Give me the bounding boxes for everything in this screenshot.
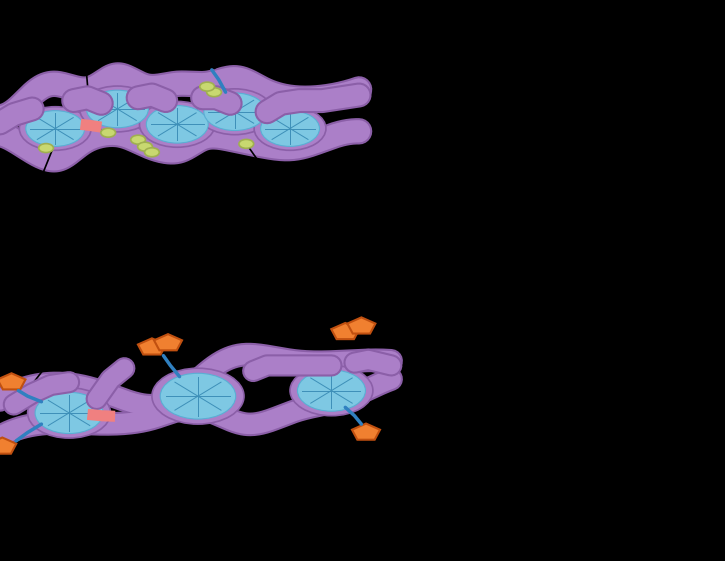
Ellipse shape [204, 93, 266, 131]
Ellipse shape [197, 89, 273, 135]
Circle shape [101, 128, 115, 137]
Ellipse shape [254, 107, 326, 150]
Circle shape [207, 88, 221, 96]
Circle shape [130, 135, 146, 144]
Circle shape [200, 82, 215, 91]
Text: DNA accessible, gene active: DNA accessible, gene active [113, 521, 301, 534]
Text: Gene: Gene [66, 24, 99, 109]
Ellipse shape [28, 388, 110, 438]
Polygon shape [347, 318, 376, 334]
Circle shape [38, 144, 54, 153]
Polygon shape [331, 323, 360, 339]
Ellipse shape [139, 102, 215, 147]
Ellipse shape [86, 90, 149, 128]
Polygon shape [138, 338, 166, 355]
Ellipse shape [297, 370, 365, 411]
Polygon shape [0, 438, 17, 454]
Polygon shape [154, 334, 182, 350]
Ellipse shape [160, 373, 236, 419]
Ellipse shape [290, 365, 373, 416]
Text: Histone: Histone [14, 145, 62, 193]
Text: Acetyl group: Acetyl group [260, 434, 364, 486]
Ellipse shape [26, 111, 85, 146]
Ellipse shape [20, 107, 91, 150]
Text: Histone tail: Histone tail [214, 15, 335, 68]
Ellipse shape [35, 392, 103, 434]
Circle shape [138, 142, 152, 151]
Text: Methyl group: Methyl group [235, 146, 318, 193]
Ellipse shape [146, 105, 208, 143]
Ellipse shape [152, 368, 244, 424]
Polygon shape [352, 424, 380, 440]
Ellipse shape [80, 86, 155, 132]
Text: DNA inaccessible, gene inactive: DNA inaccessible, gene inactive [124, 231, 336, 244]
Text: Histone tail: Histone tail [25, 314, 117, 394]
Circle shape [144, 148, 160, 157]
Polygon shape [0, 373, 25, 389]
Ellipse shape [260, 111, 320, 146]
Circle shape [239, 140, 254, 148]
